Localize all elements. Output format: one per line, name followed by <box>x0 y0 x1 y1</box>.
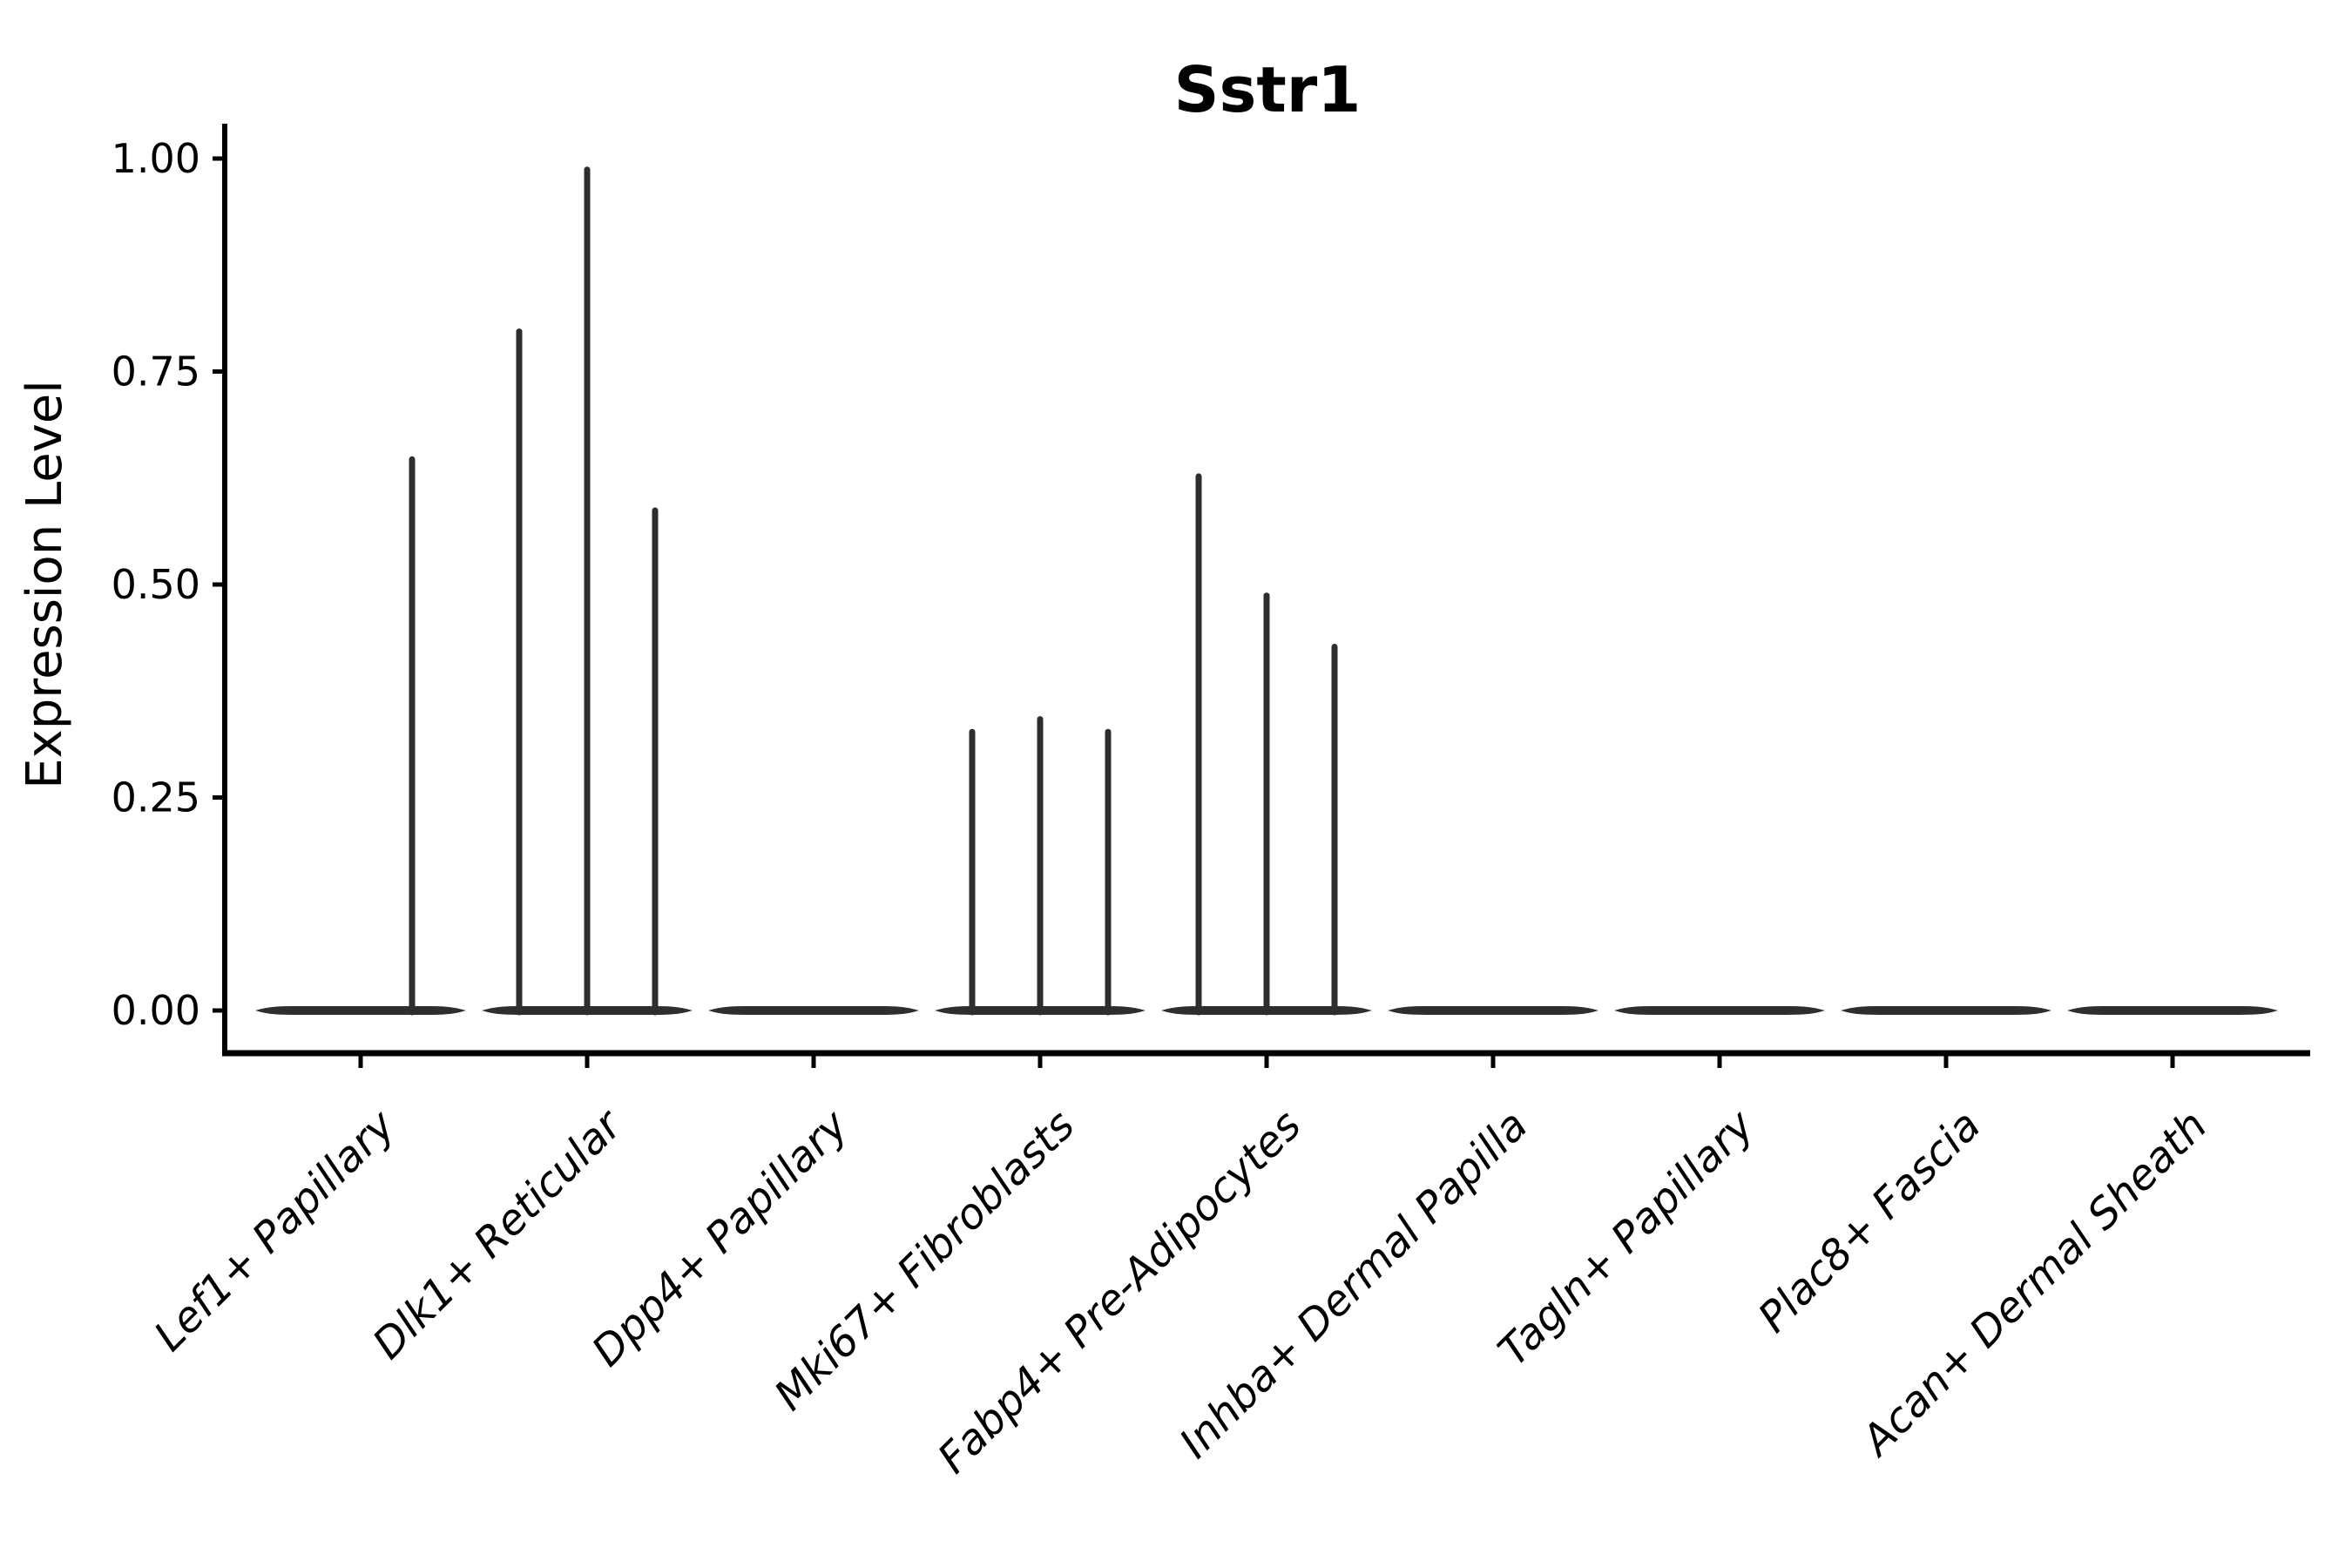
y-tick-label: 0.75 <box>112 348 200 395</box>
y-axis-label: Expression Level <box>17 380 73 789</box>
violin-body <box>2067 1006 2278 1015</box>
y-axis-ticks: 0.00 0.25 0.50 0.75 1.00 <box>112 135 225 1034</box>
x-tick-label: Dlk1+ Reticular <box>363 1099 633 1369</box>
y-tick-label: 0.50 <box>112 561 200 608</box>
x-tick-label: Fabp4+ Pre-Adipocytes <box>929 1101 1311 1484</box>
violin-body <box>1388 1006 1598 1015</box>
chart-title: Sstr1 <box>1174 53 1362 126</box>
violin-body <box>708 1006 919 1015</box>
x-tick-label: Plac8+ Fascia <box>1749 1101 1990 1342</box>
violin-spikes <box>409 166 1338 1016</box>
y-tick-label: 1.00 <box>112 135 200 182</box>
y-tick-label: 0.25 <box>112 774 200 821</box>
y-tick-label: 0.00 <box>112 987 200 1034</box>
violin-body <box>255 1006 466 1015</box>
violin-body <box>1841 1006 2051 1015</box>
x-tick-label: Lef1+ Papillary <box>145 1100 405 1361</box>
violin-body <box>1614 1006 1825 1015</box>
